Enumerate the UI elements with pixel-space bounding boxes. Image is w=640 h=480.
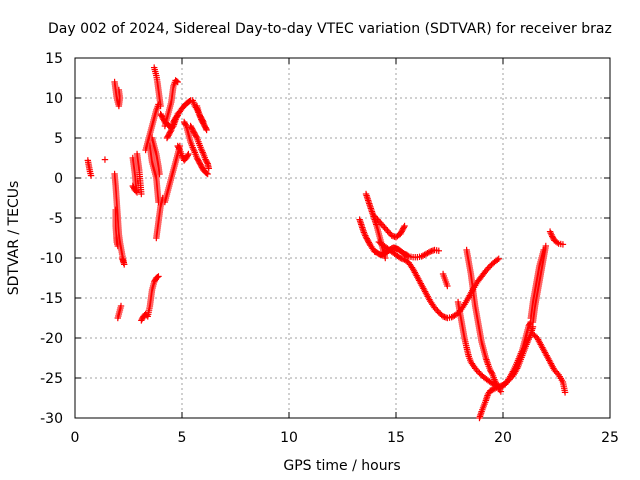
plus-point — [115, 86, 123, 94]
x-axis-label: GPS time / hours — [283, 458, 400, 474]
plus-point — [554, 239, 561, 246]
plus-point — [203, 159, 211, 166]
y-axis: -30 -25 -20 -15 -10 -5 0 5 10 15 — [40, 51, 610, 427]
plus-point — [474, 368, 482, 375]
plus-point — [381, 224, 388, 231]
plus-point — [113, 234, 120, 242]
plus-point — [385, 229, 393, 236]
data-points — [84, 64, 569, 422]
plus-point — [204, 170, 211, 178]
plus-point — [542, 242, 549, 250]
y-tick-label: 15 — [45, 51, 63, 67]
plus-point — [377, 219, 384, 226]
plus-point — [101, 156, 109, 163]
plus-point — [379, 222, 387, 230]
plus-point — [378, 221, 385, 228]
plus-point — [174, 78, 181, 86]
plot-frame — [74, 57, 611, 419]
plus-point — [495, 255, 502, 262]
plus-point — [155, 273, 162, 280]
plus-point — [175, 145, 183, 152]
y-tick-label: -5 — [49, 211, 63, 227]
plus-point — [401, 222, 408, 230]
plus-point — [526, 320, 534, 327]
y-tick-label: -20 — [40, 331, 63, 347]
plus-point — [173, 113, 180, 120]
plus-point — [434, 307, 441, 314]
plus-point — [186, 98, 193, 105]
plus-point — [497, 388, 505, 395]
y-tick-label: -30 — [40, 411, 63, 427]
plus-point — [174, 112, 181, 119]
plus-point — [382, 226, 390, 233]
grid — [75, 58, 610, 418]
plus-point — [173, 78, 180, 85]
plus-point — [435, 247, 442, 254]
plus-point — [203, 170, 210, 177]
y-tick-label: -25 — [40, 371, 63, 387]
plus-point — [404, 252, 411, 259]
plus-point — [193, 133, 200, 140]
plus-point — [400, 224, 408, 231]
plus-point — [118, 254, 126, 262]
plus-point — [561, 389, 569, 396]
plus-point — [184, 152, 191, 159]
plus-point — [425, 249, 433, 256]
plus-point — [540, 246, 547, 254]
plus-point — [87, 172, 95, 179]
x-tick-label: 20 — [494, 430, 512, 446]
plus-point — [449, 313, 457, 320]
plus-point — [129, 182, 136, 190]
plus-point — [382, 254, 389, 262]
x-tick-label: 15 — [387, 430, 405, 446]
plus-point — [117, 302, 125, 310]
plus-point — [559, 241, 567, 248]
plus-point — [384, 227, 391, 234]
x-tick-label: 5 — [178, 430, 187, 446]
x-tick-label: 25 — [601, 430, 619, 446]
chart-title: Day 002 of 2024, Sidereal Day-to-day VTE… — [48, 21, 612, 37]
y-tick-label: 5 — [54, 131, 63, 147]
x-tick-label: 0 — [71, 430, 80, 446]
plus-point — [130, 184, 137, 191]
y-axis-label: SDTVAR / TECUs — [6, 181, 22, 296]
plus-point — [167, 128, 174, 135]
y-tick-label: 10 — [45, 91, 63, 107]
plus-point — [156, 170, 163, 178]
y-tick-label: -10 — [40, 251, 63, 267]
plus-point — [154, 274, 161, 281]
plus-point — [494, 256, 501, 264]
plus-point — [488, 369, 495, 376]
x-axis: 0 5 10 15 20 25 — [71, 58, 619, 446]
plus-point — [504, 377, 512, 385]
plus-point — [182, 121, 189, 128]
plus-point — [138, 190, 145, 198]
plus-point — [491, 385, 499, 392]
plus-point — [185, 150, 192, 158]
y-tick-label: 0 — [54, 171, 63, 187]
plus-point — [157, 102, 164, 110]
y-tick-label: -15 — [40, 291, 63, 307]
plus-point — [485, 264, 492, 271]
plus-point — [203, 126, 210, 134]
plus-point — [205, 165, 212, 172]
plus-point — [444, 282, 451, 290]
x-tick-label: 10 — [280, 430, 298, 446]
